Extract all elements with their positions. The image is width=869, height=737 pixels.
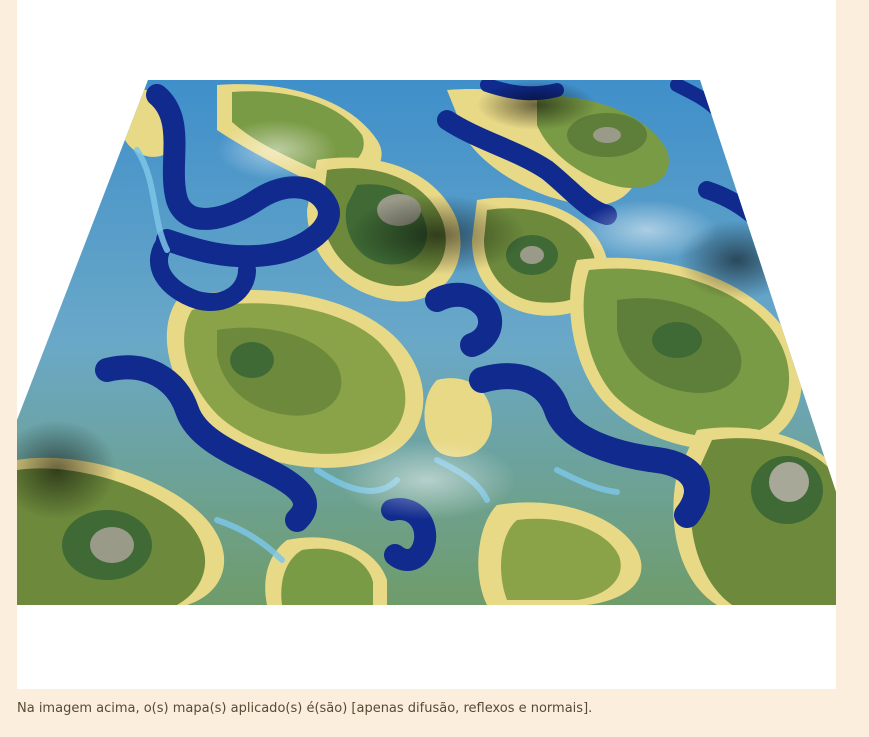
- terrain-surface: [17, 80, 836, 605]
- image-caption: Na imagem acima, o(s) mapa(s) aplicado(s…: [17, 701, 593, 716]
- figure-panel: [17, 0, 836, 689]
- terrain-render-image: [17, 80, 836, 605]
